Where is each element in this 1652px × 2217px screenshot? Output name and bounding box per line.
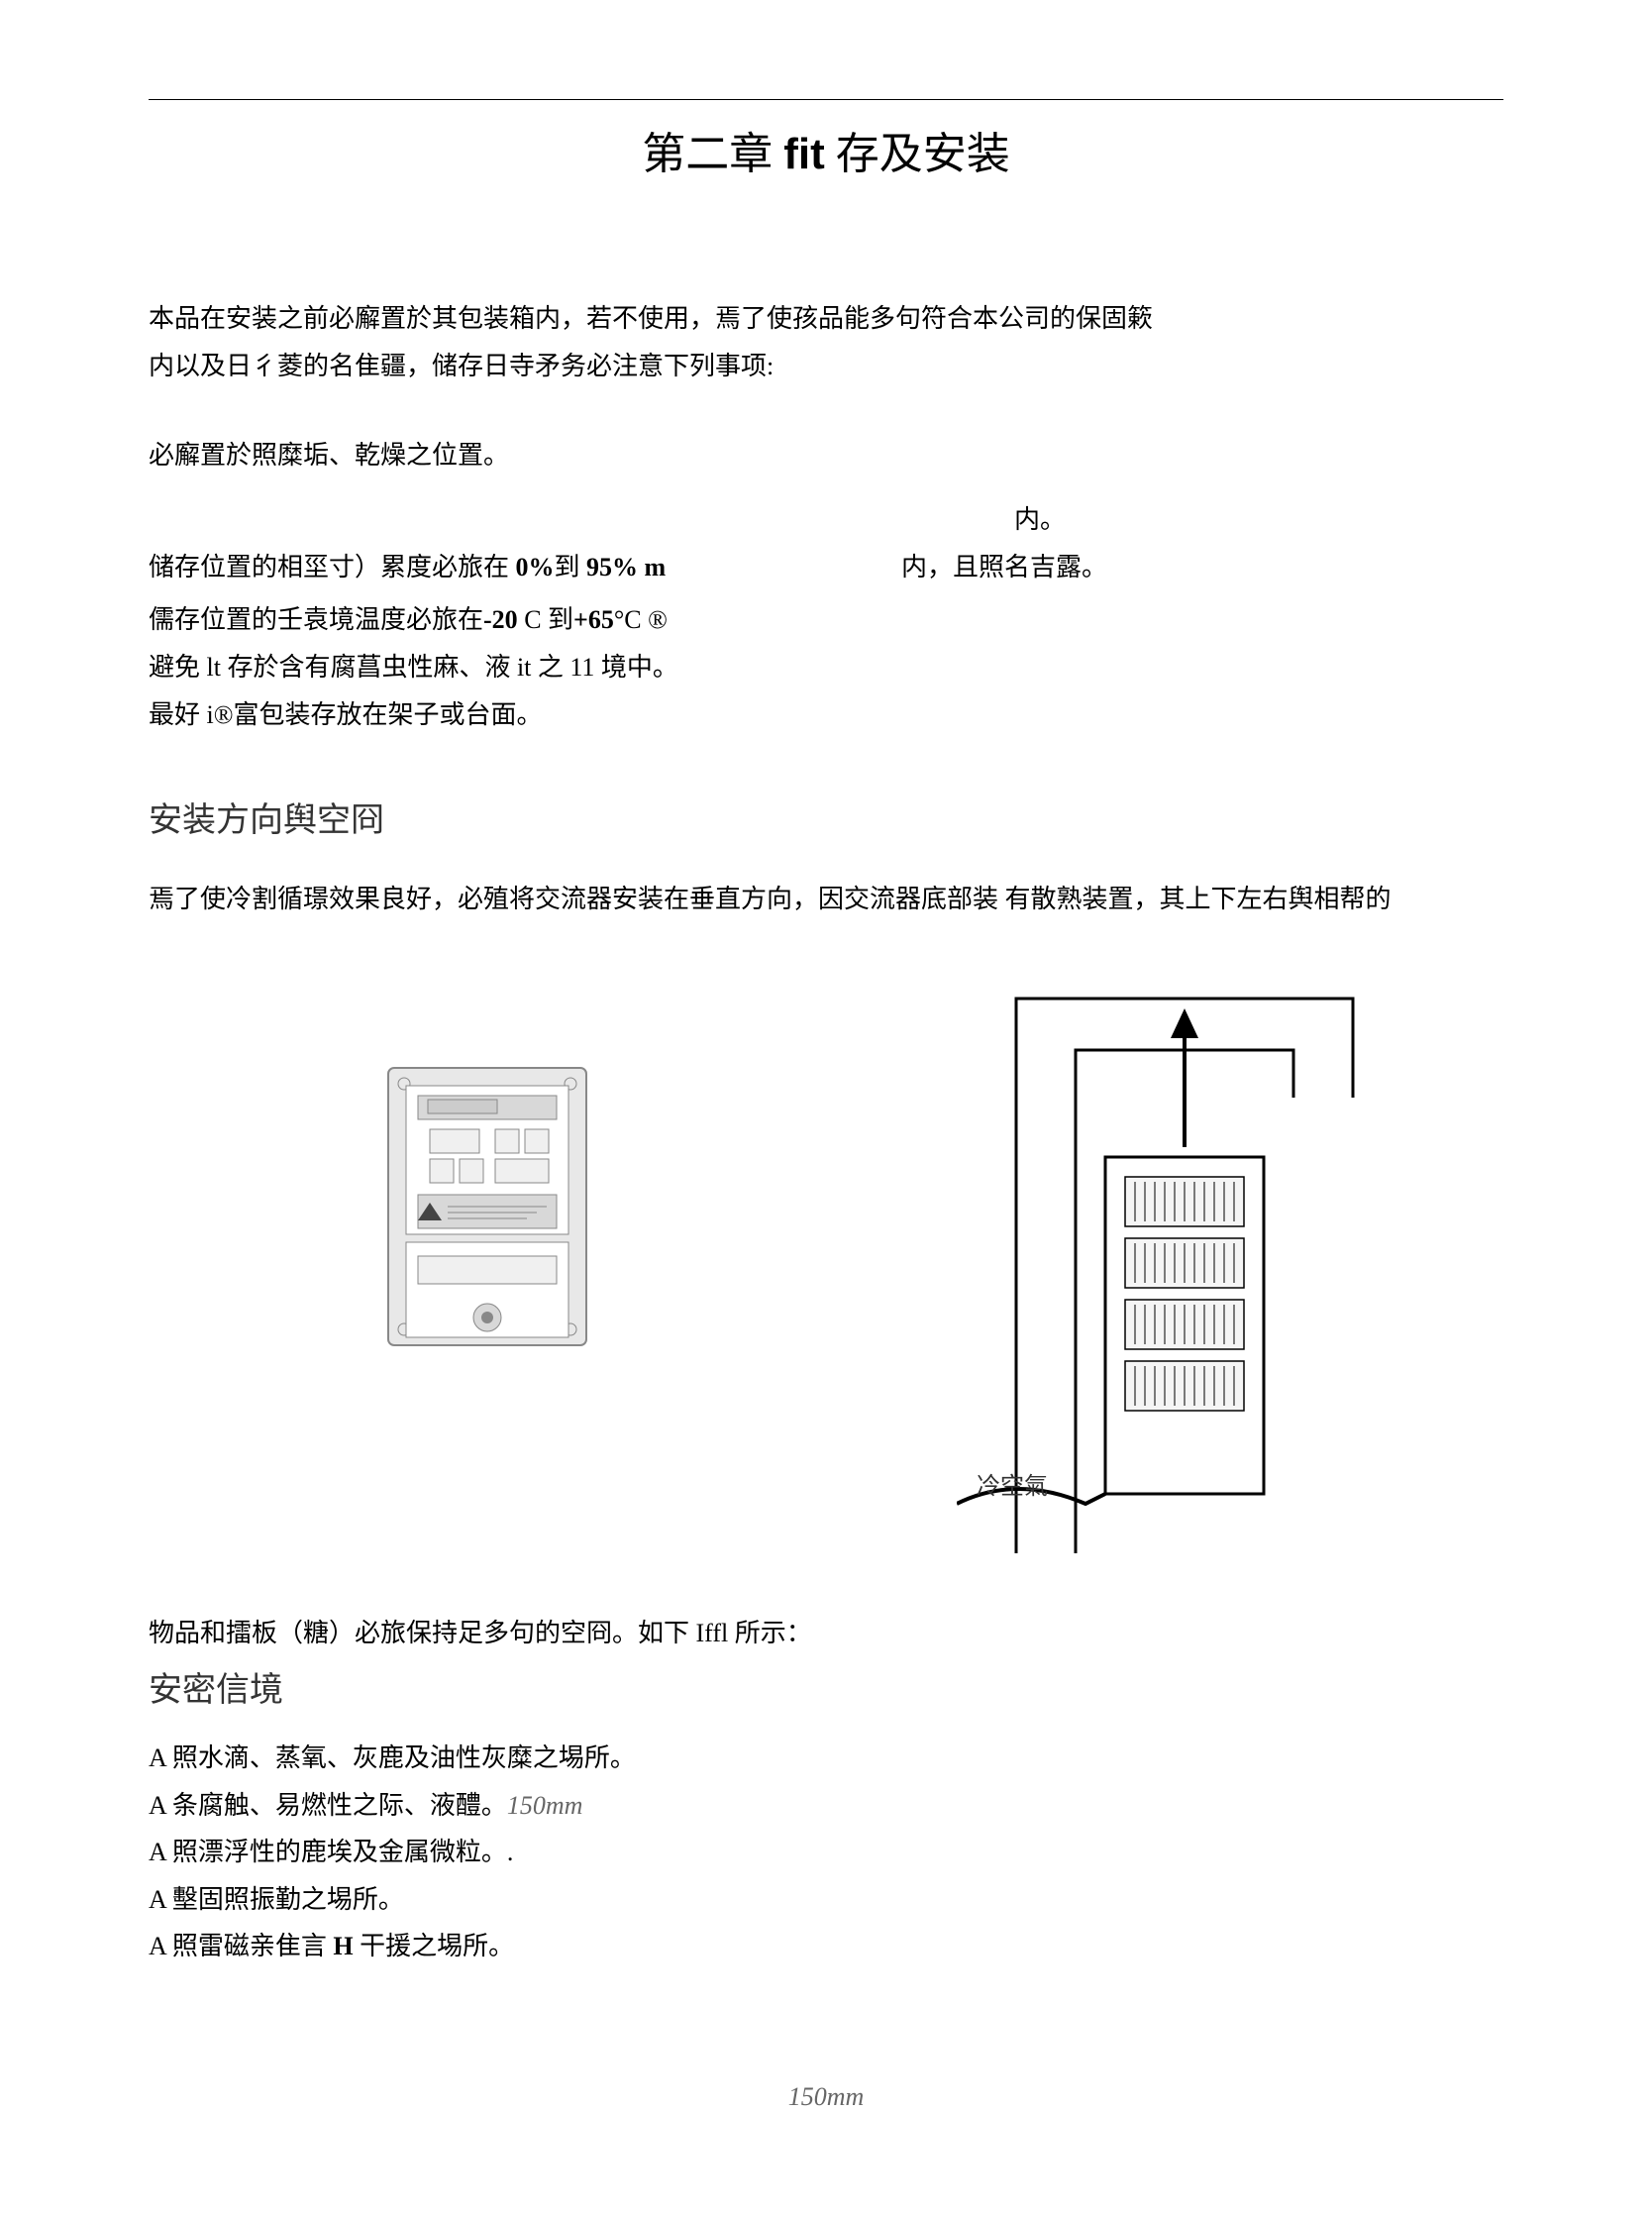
- bullet-5: 最好 i®富包装存放在架子或台面。: [149, 694, 1503, 736]
- list-a2: A 条腐触、易燃性之际、液醴。150mm: [149, 1785, 1503, 1827]
- list-a3: A 照漂浮性的鹿埃及金属微粒。.: [149, 1832, 1503, 1873]
- bullet-3: 儒存位置的壬袁境温度必旅在-20 C 到+65°C ®: [149, 599, 1503, 641]
- right-float-inner: 内。: [1014, 505, 1066, 534]
- b2-seg2: 到: [555, 553, 587, 581]
- title-part2: 存及安装: [825, 130, 1010, 178]
- title-part1: 第二章: [642, 130, 783, 178]
- figure-row: 冷空氣: [149, 979, 1503, 1573]
- list-a5: A 照雷磁亲隹言 H 干援之埸所。: [149, 1926, 1503, 1967]
- b2-seg1: 储存位置的相坙寸）累度必旅在: [149, 553, 516, 581]
- b2-bold1: 0%: [516, 553, 555, 581]
- install-para: 焉了使冷割循璟效果良好，必殖将交流器安装在垂直方向，因交流器底部装 有散熟装置，…: [149, 879, 1503, 920]
- section-heading-1: 安装方向舆空冏: [149, 794, 1503, 848]
- bullet-2-right: 内，且照名吉露。: [901, 547, 1503, 588]
- inline-150mm: 150mm: [507, 1791, 583, 1820]
- airflow-figure: 冷空氣: [957, 979, 1373, 1573]
- intro-line-2: 内以及日彳菱的名隹疆，储存日寺矛务必注意下列事项:: [149, 346, 1503, 387]
- bullet-1: 必廨置於照糜垢、乾燥之位置。: [149, 435, 1503, 476]
- cold-air-label: 冷空氣: [977, 1473, 1048, 1500]
- footer-150mm: 150mm: [149, 2076, 1503, 2118]
- list-a4: A 墼固照振勤之埸所。: [149, 1879, 1503, 1921]
- caption-line: 物品和擂板（糖）必旅保持足多句的空冏。如下 Iffl 所示：: [149, 1613, 1503, 1654]
- bullet-4: 避免 lt 存於含有腐菖虫性麻、液 it 之 11 境中。: [149, 647, 1503, 688]
- intro-line-1: 本品在安装之前必廨置於其包装箱内，若不使用，焉了使孩品能多句符合本公司的保固簌: [149, 298, 1503, 340]
- top-rule: [149, 99, 1503, 100]
- chapter-title: 第二章 fit 存及安装: [149, 120, 1503, 189]
- section-heading-2: 安密信境: [149, 1664, 1503, 1718]
- inverter-front-figure: [378, 1058, 596, 1355]
- bullet-2-left: 储存位置的相坙寸）累度必旅在 0%到 95% m: [149, 547, 862, 588]
- b2-bold2: 95% m: [586, 553, 666, 581]
- list-a1: A 照水滴、蒸氧、灰鹿及油性灰糜之埸所。: [149, 1738, 1503, 1779]
- title-latin: fit: [783, 130, 825, 178]
